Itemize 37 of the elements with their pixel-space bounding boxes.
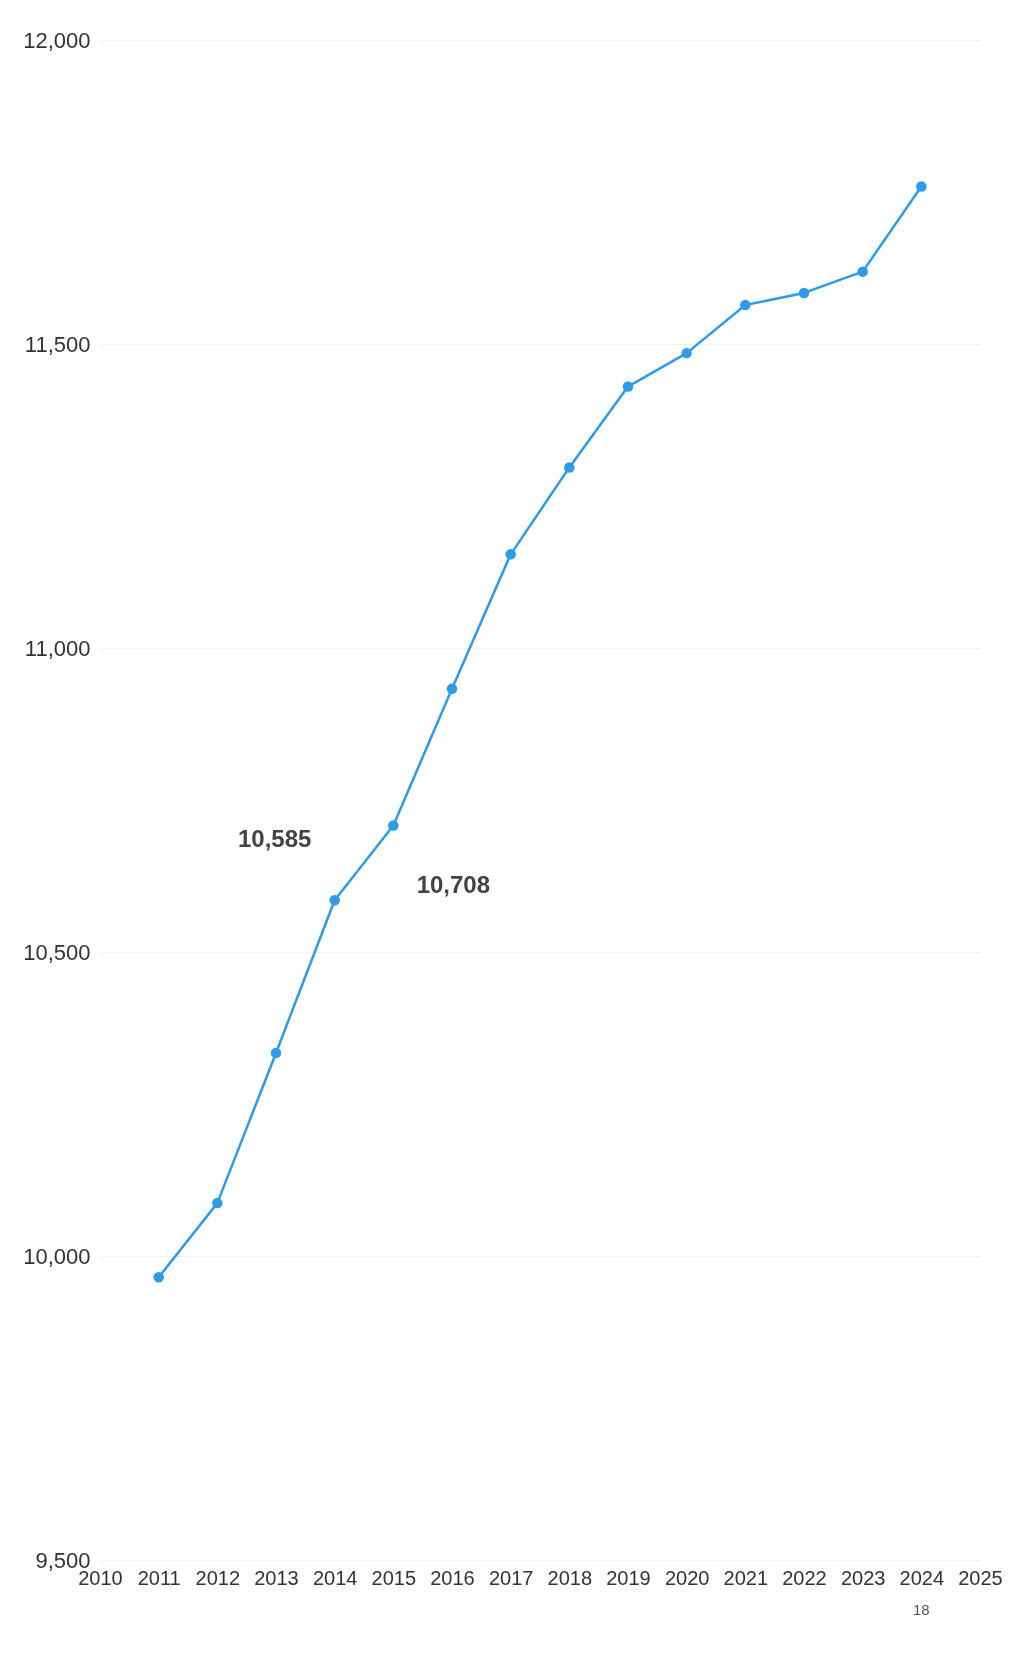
point bbox=[798, 287, 810, 299]
point bbox=[681, 347, 692, 359]
y-tick-label: 10,000 bbox=[23, 1243, 91, 1269]
x-tick-label: 2017 bbox=[488, 1566, 534, 1589]
point bbox=[916, 181, 927, 192]
x-tick-label: 2013 bbox=[254, 1566, 299, 1589]
x-tick-label: 2018 bbox=[547, 1566, 593, 1589]
point bbox=[270, 1047, 282, 1059]
point bbox=[857, 266, 868, 277]
point bbox=[622, 381, 634, 392]
point bbox=[446, 683, 458, 694]
x-tick-label: 2024 bbox=[899, 1566, 945, 1589]
point bbox=[505, 549, 516, 560]
x-tick-label: 2021 bbox=[723, 1566, 769, 1589]
annotation: 10,585 bbox=[237, 825, 312, 853]
y-tick-label: 10,500 bbox=[23, 939, 91, 965]
x-tick-label: 2016 bbox=[430, 1566, 475, 1589]
x-tick-label: 2019 bbox=[606, 1566, 651, 1589]
y-tick-label: 11,000 bbox=[24, 635, 91, 661]
x-tick-label: 2022 bbox=[782, 1566, 827, 1589]
x-tick-label: 2012 bbox=[195, 1566, 241, 1589]
text: 18 bbox=[912, 1601, 930, 1618]
point bbox=[212, 1197, 223, 1209]
point bbox=[564, 462, 575, 473]
point bbox=[740, 299, 751, 311]
x-tick-label: 2015 bbox=[371, 1566, 417, 1589]
annotation: 10,708 bbox=[416, 870, 491, 898]
point bbox=[329, 895, 340, 906]
y-tick-label: 11,500 bbox=[24, 331, 91, 357]
x-tick-label: 2014 bbox=[312, 1566, 358, 1589]
point bbox=[388, 820, 399, 831]
x-tick-label: 2020 bbox=[664, 1566, 710, 1589]
x-tick-label: 2023 bbox=[840, 1566, 886, 1589]
point bbox=[153, 1272, 164, 1283]
x-tick-label: 2025 bbox=[958, 1566, 1003, 1589]
x-tick-label: 2011 bbox=[137, 1566, 181, 1589]
y-tick-label: 12,000 bbox=[23, 27, 91, 53]
